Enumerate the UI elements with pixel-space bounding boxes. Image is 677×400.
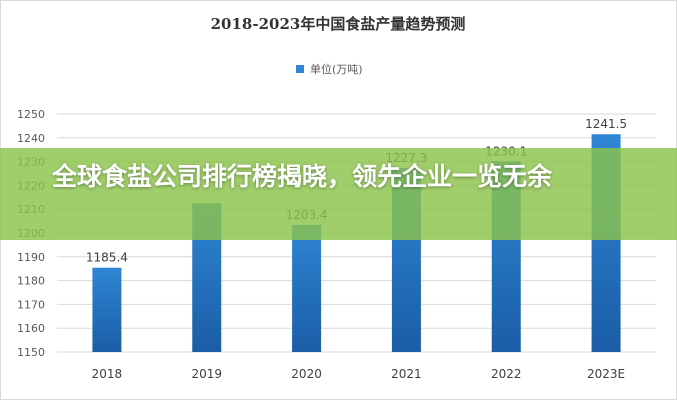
y-tick-label: 1170 [17,298,45,311]
data-label-2023E: 1241.5 [585,117,627,131]
bar-2020 [292,224,322,352]
y-tick-label: 1160 [17,322,45,335]
x-tick-label-2019: 2019 [191,367,222,381]
data-label-2018: 1185.4 [86,251,128,265]
y-tick-label: 1250 [17,108,45,121]
bar-2018 [92,267,122,352]
headline-banner [0,148,677,240]
legend: 单位(万吨) [296,62,363,76]
y-tick-label: 1240 [17,132,45,145]
x-tick-label-2018: 2018 [92,367,123,381]
x-tick-label-2022: 2022 [491,367,522,381]
legend-swatch [296,65,304,73]
x-axis-ticks: 2018 2019 2020 2021 2022 2023E [92,367,626,381]
x-tick-label-2020: 2020 [291,367,322,381]
legend-label: 单位(万吨) [310,62,363,76]
headline-text: 全球食盐公司排行榜揭晓，领先企业一览无余 [52,162,553,191]
y-tick-label: 1180 [17,275,45,288]
x-tick-label-2021: 2021 [391,367,422,381]
y-tick-label: 1190 [17,251,45,264]
chart-title: 2018-2023年中国食盐产量趋势预测 [211,15,466,33]
x-tick-label-2023E: 2023E [587,367,625,381]
y-tick-label: 1150 [17,346,45,359]
